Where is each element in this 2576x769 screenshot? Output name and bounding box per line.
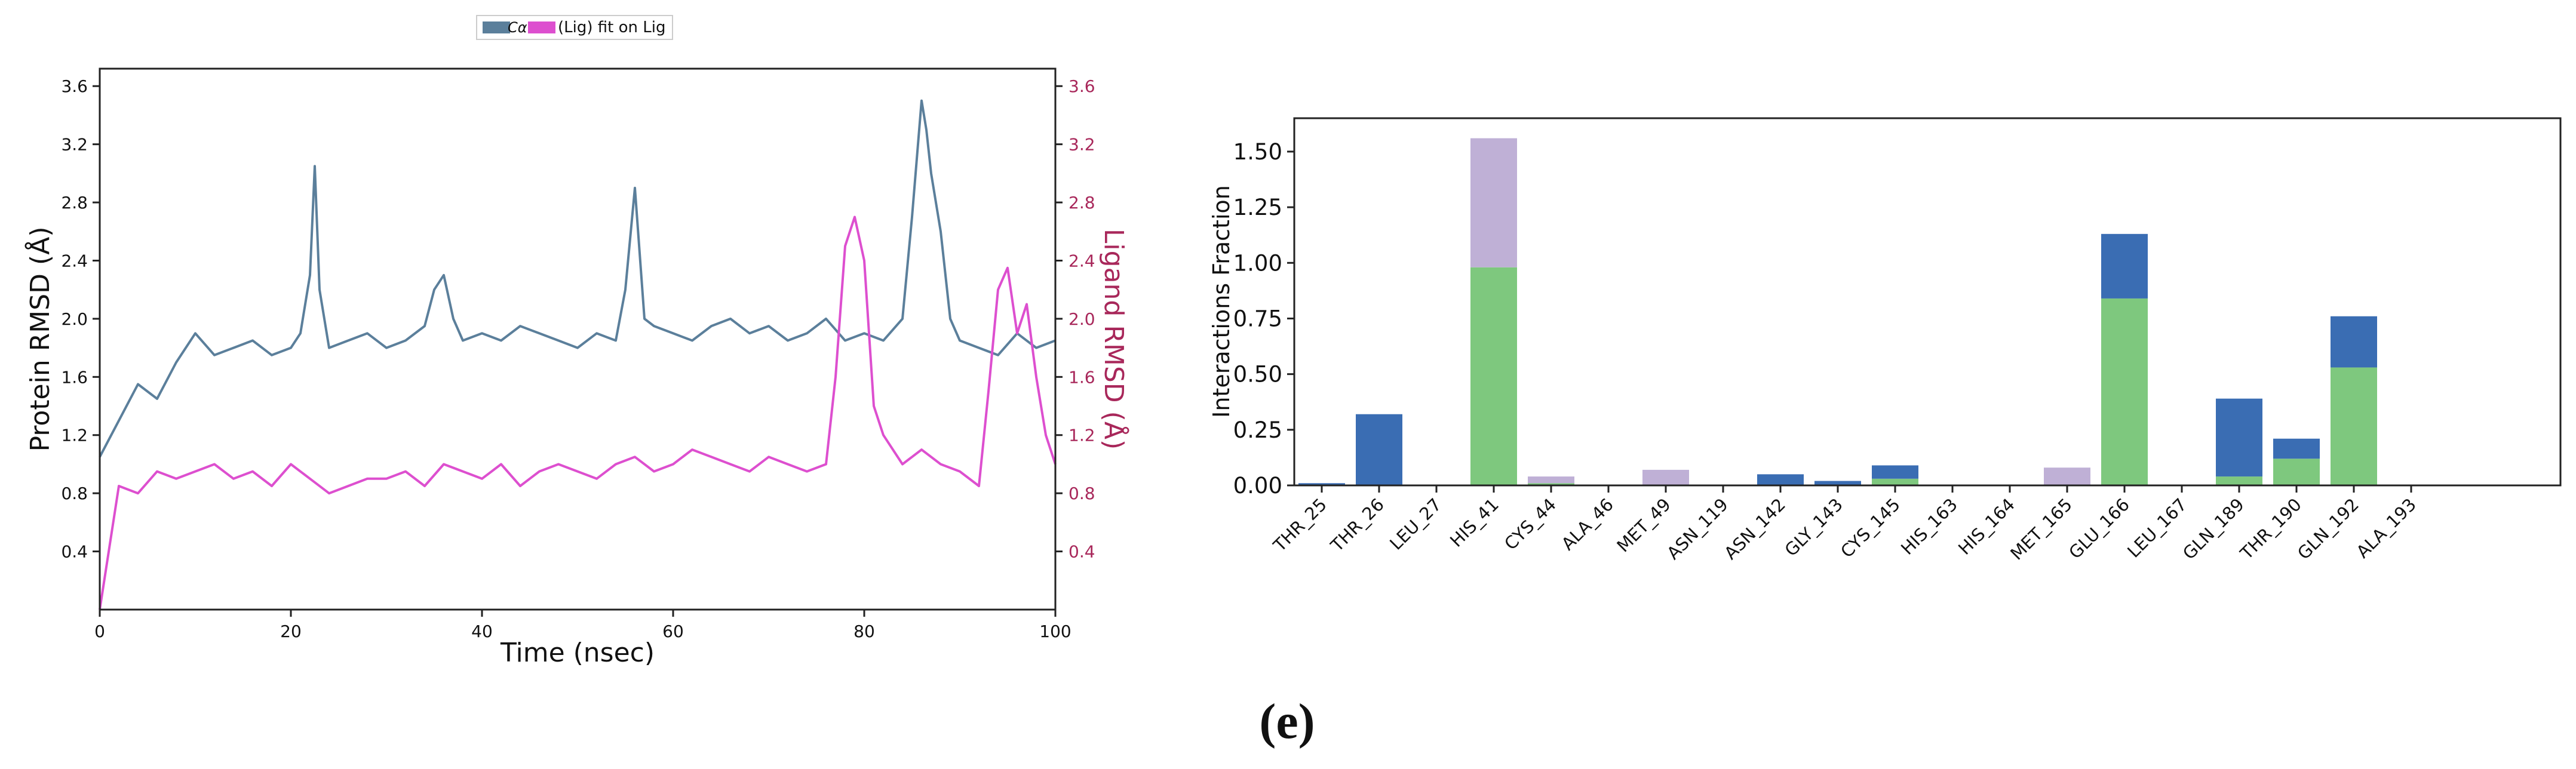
interactions-plot-area	[1298, 138, 2377, 485]
rmsd-left-tick-label: 0.4	[61, 542, 88, 562]
interactions-x-tick-label: ASN_142	[1720, 494, 1789, 564]
bar-water-bridges-thr_190	[2273, 438, 2320, 459]
bar-h-bonds-glu_166	[2101, 298, 2148, 485]
interactions-x-tick-label: CYS_44	[1500, 494, 1560, 554]
rmsd-x-axis-label: Time (nsec)	[500, 638, 655, 668]
interactions-x-tick-label: HIS_41	[1446, 494, 1503, 551]
interactions-y-axis: 0.00 0.25 0.50 0.75 1.00 1.25 1.50	[1233, 139, 1294, 499]
rmsd-x-tick-label: 20	[280, 622, 302, 641]
interactions-y-tick-label: 0.00	[1233, 473, 1282, 499]
interactions-x-tick-label: GLN_189	[2179, 494, 2248, 564]
interactions-y-tick-label: 1.25	[1233, 195, 1282, 220]
rmsd-right-tick-label: 2.8	[1069, 193, 1095, 213]
rmsd-x-axis: 0 20 40 60 80 100	[94, 610, 1071, 641]
interactions-y-tick-label: 1.00	[1233, 250, 1282, 276]
interactions-y-axis-label: Interactions Fraction	[1208, 185, 1235, 418]
rmsd-right-tick-label: 1.2	[1069, 426, 1095, 445]
bar-water-bridges-gln_192	[2331, 316, 2377, 368]
interactions-axes-frame	[1293, 117, 2562, 487]
rmsd-left-axis: 0.4 0.8 1.2 1.6 2.0 2.4 2.8 3.2 3.6	[61, 76, 100, 562]
legend-label-protein: Cα	[508, 19, 527, 36]
rmsd-x-tick-label: 80	[853, 622, 875, 641]
interactions-x-tick-label: GLU_166	[2065, 494, 2133, 563]
interactions-x-tick-label: ALA_46	[1558, 494, 1617, 554]
interactions-x-tick-label: LEU_27	[1386, 494, 1445, 554]
bar-water-bridges-gly_143	[1814, 481, 1861, 485]
rmsd-left-tick-label: 3.2	[61, 135, 88, 155]
bar-h-bonds-his_41	[1470, 267, 1517, 485]
interactions-y-tick-label: 0.50	[1233, 362, 1282, 387]
interactions-y-tick-label: 1.50	[1233, 139, 1282, 165]
bar-hydrophobic-his_41	[1470, 138, 1517, 267]
interactions-y-tick-label: 0.75	[1233, 306, 1282, 331]
interactions-x-tick-label: GLY_143	[1780, 494, 1847, 561]
rmsd-axes-frame	[99, 67, 1057, 611]
rmsd-left-tick-label: 3.6	[61, 76, 88, 96]
rmsd-right-tick-label: 2.0	[1069, 309, 1095, 329]
interactions-x-tick-label: THR_190	[2236, 494, 2305, 564]
legend-swatch-ligand	[528, 21, 555, 33]
rmsd-legend: Cα (Lig) fit on Lig	[476, 15, 673, 40]
rmsd-right-axis: 0.4 0.8 1.2 1.6 2.0 2.4 2.8 3.2 3.6	[1055, 76, 1095, 562]
rmsd-right-tick-label: 1.6	[1069, 367, 1095, 387]
rmsd-left-tick-label: 2.0	[61, 309, 88, 329]
bar-water-bridges-glu_166	[2101, 233, 2148, 299]
figure-caption: (e)	[1259, 694, 1315, 749]
bar-h-bonds-gln_192	[2331, 367, 2377, 485]
interactions-x-tick-label: HIS_163	[1897, 494, 1961, 559]
interactions-y-tick-label: 0.25	[1233, 417, 1282, 443]
rmsd-x-tick-label: 0	[94, 622, 105, 641]
bar-h-bonds-cys_145	[1872, 478, 1918, 485]
rmsd-y-axis-label: Protein RMSD (Å)	[24, 227, 56, 452]
rmsd-x-tick-label: 40	[471, 622, 493, 641]
bar-water-bridges-gln_189	[2216, 398, 2262, 477]
rmsd-x-tick-label: 60	[662, 622, 684, 641]
bar-water-bridges-thr_25	[1298, 483, 1345, 485]
bar-water-bridges-asn_142	[1757, 474, 1804, 485]
interactions-x-tick-label: ASN_119	[1663, 494, 1732, 564]
interactions-x-tick-label: CYS_145	[1837, 494, 1904, 562]
rmsd-left-tick-label: 1.6	[61, 367, 88, 387]
legend-label-ligand: (Lig) fit on Lig	[558, 19, 665, 36]
rmsd-right-tick-label: 0.4	[1069, 542, 1095, 562]
interactions-x-tick-label: MET_165	[2006, 494, 2076, 564]
bar-h-bonds-gln_189	[2216, 476, 2262, 485]
rmsd-plot-area	[99, 99, 1057, 610]
bar-h-bonds-cys_44	[1528, 483, 1574, 485]
rmsd-y2-axis-label: Ligand RMSD (Å)	[1098, 229, 1130, 450]
ligand-rmsd-line	[99, 216, 1057, 610]
interactions-x-tick-label: THR_25	[1269, 494, 1331, 556]
rmsd-right-tick-label: 2.4	[1069, 251, 1095, 270]
rmsd-chart: Cα (Lig) fit on Lig 0.4 0.8 1.2 1.6 2.0 2.4 2.…	[24, 15, 1130, 668]
bar-h-bonds-thr_190	[2273, 459, 2320, 485]
bar-hydrophobic-met_49	[1642, 469, 1689, 485]
interactions-x-tick-label: ALA_193	[2353, 494, 2420, 562]
bar-hydrophobic-cys_44	[1528, 476, 1574, 484]
interactions-x-tick-label: GLN_192	[2293, 494, 2363, 564]
interactions-chart: 0.00 0.25 0.50 0.75 1.00 1.25 1.50 THR_25THR_2…	[1208, 117, 2562, 564]
protein-rmsd-line	[99, 99, 1056, 458]
legend-swatch-protein	[483, 21, 510, 33]
rmsd-left-tick-label: 1.2	[61, 426, 88, 445]
rmsd-right-tick-label: 0.8	[1069, 484, 1095, 503]
bar-hydrophobic-met_165	[2044, 467, 2090, 485]
rmsd-left-tick-label: 2.4	[61, 251, 88, 270]
rmsd-right-tick-label: 3.2	[1069, 135, 1095, 155]
rmsd-left-tick-label: 0.8	[61, 484, 88, 503]
bar-water-bridges-thr_26	[1356, 414, 1402, 485]
rmsd-left-tick-label: 2.8	[61, 193, 88, 213]
rmsd-x-tick-label: 100	[1039, 622, 1071, 641]
interactions-x-tick-label: THR_26	[1327, 494, 1388, 556]
rmsd-right-tick-label: 3.6	[1069, 76, 1095, 96]
bar-water-bridges-cys_145	[1872, 465, 1918, 479]
